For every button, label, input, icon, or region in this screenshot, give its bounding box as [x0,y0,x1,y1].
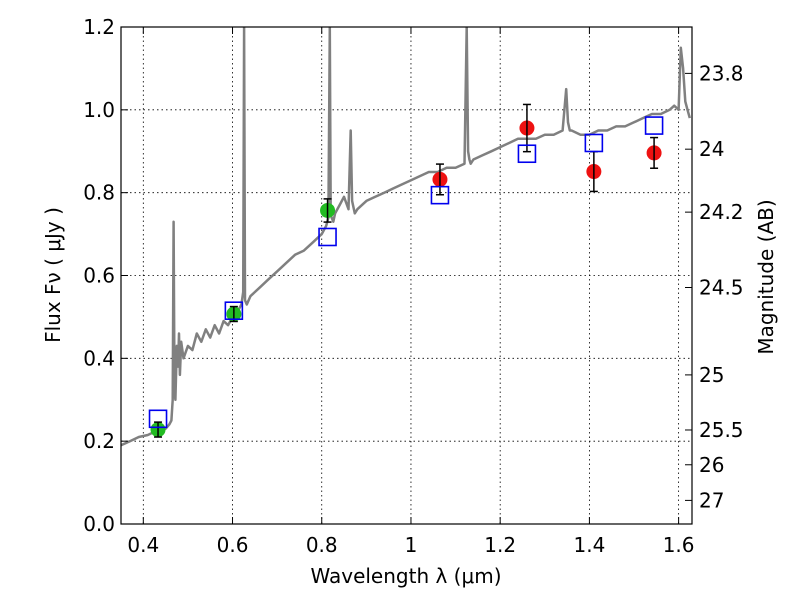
right-axis-label: Magnitude (AB) [754,199,778,354]
y-tick-label: 0.6 [83,264,115,288]
model-square-point [430,185,450,205]
x-tick-label: 1 [405,533,418,557]
y-tick-label: 0.0 [83,512,115,536]
right-tick-label: 25.5 [699,418,744,442]
y-tick-label: 0.8 [83,181,115,205]
model-square-point [224,301,244,321]
ticks-layer: 0.4 0.6 0.8 1 1.2 1.4 1.6 0.0 0.2 0.4 0.6 0.8 1.0 1.2… [83,15,743,557]
x-tick-label: 1.4 [573,533,605,557]
right-tick-label: 27 [699,488,724,512]
right-tick-label: 24.2 [699,200,744,224]
grid-layer [121,27,692,524]
x-tick-label: 1.2 [484,533,516,557]
right-tick-label: 24 [699,137,724,161]
right-tick-label: 25 [699,363,724,387]
y-tick-label: 1.0 [83,98,115,122]
model-square-point [318,227,337,247]
model-square-point [517,144,537,164]
x-axis-label: Wavelength λ (μm) [310,564,501,588]
model-square-point [584,133,604,153]
y-tick-label: 0.4 [83,346,115,370]
plot-content [121,27,692,447]
points-layer [148,103,664,438]
model-square-point [644,116,664,135]
model-square-point [148,409,168,429]
right-tick-label: 26 [699,453,724,477]
x-tick-label: 0.6 [217,533,249,557]
x-tick-label: 0.4 [127,533,159,557]
right-tick-label: 23.8 [699,61,744,85]
x-tick-label: 0.8 [306,533,338,557]
x-tick-label: 1.6 [663,533,695,557]
y-axis-label: Flux Fν ( μJy ) [41,207,65,343]
y-tick-label: 1.2 [83,15,115,39]
model-spectrum-line [121,27,692,447]
y-tick-label: 0.2 [83,429,115,453]
right-tick-label: 24.5 [699,276,744,300]
